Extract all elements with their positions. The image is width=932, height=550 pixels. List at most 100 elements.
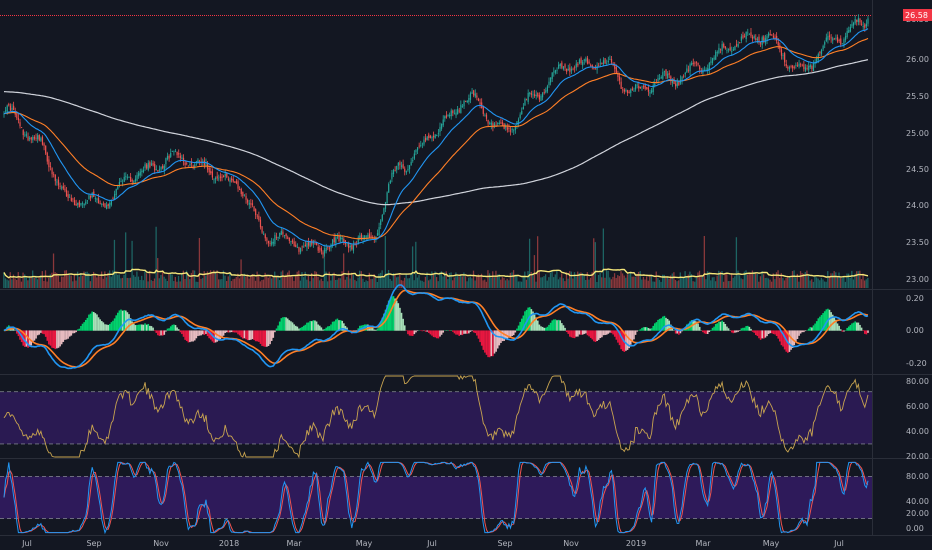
- candle-body: [508, 127, 510, 129]
- candle-body: [307, 241, 310, 246]
- candle-body: [314, 243, 316, 244]
- candle-body: [699, 66, 701, 70]
- candle-body: [322, 252, 324, 255]
- macd-histogram-bar: [269, 330, 271, 345]
- volume-bar: [742, 279, 744, 288]
- candle-body: [506, 127, 508, 130]
- candle-body: [346, 243, 348, 245]
- macd-histogram-bar: [153, 330, 156, 332]
- candle-body: [37, 135, 39, 140]
- candle-body: [668, 73, 670, 75]
- volume-bar: [118, 274, 120, 288]
- stochastic-panel[interactable]: [0, 461, 872, 535]
- x-axis-label: Sep: [497, 539, 512, 548]
- candle-body: [854, 19, 856, 24]
- volume-bar: [496, 274, 499, 288]
- macd-histogram-bar: [823, 311, 826, 331]
- candle-body: [80, 203, 82, 206]
- macd-histogram-bar: [145, 324, 148, 331]
- macd-histogram-bar: [743, 327, 746, 331]
- macd-histogram-bar: [852, 322, 855, 331]
- candle-body: [784, 53, 786, 63]
- candle-body: [73, 200, 76, 206]
- volume-bar: [405, 273, 407, 288]
- candle-body: [299, 247, 302, 253]
- volume-bar: [511, 272, 513, 288]
- macd-histogram-bar: [389, 298, 392, 331]
- macd-histogram-bar: [588, 330, 590, 337]
- volume-bar: [644, 279, 646, 288]
- volume-panel: [3, 226, 869, 288]
- macd-histogram-bar: [719, 321, 722, 331]
- volume-bar: [339, 278, 342, 288]
- macd-histogram-bar: [275, 328, 278, 331]
- macd-histogram-bar: [230, 330, 233, 333]
- candle-body: [162, 165, 164, 169]
- volume-bar: [732, 277, 734, 288]
- macd-histogram-bar: [519, 321, 521, 331]
- volume-bar: [783, 280, 786, 288]
- candle-body: [820, 49, 823, 55]
- volume-bar: [344, 279, 346, 288]
- volume-bar: [336, 279, 338, 288]
- candle-body: [808, 65, 810, 71]
- candle-body: [846, 31, 848, 37]
- volume-bar: [444, 272, 446, 288]
- volume-bar: [604, 277, 606, 288]
- candle-body: [352, 244, 355, 251]
- candle-body: [806, 68, 808, 70]
- candle-body: [655, 82, 658, 84]
- candle-body: [287, 237, 289, 239]
- candle-body: [117, 185, 119, 190]
- macd-histogram-bar: [72, 330, 74, 334]
- volume-bar: [437, 281, 439, 288]
- volume-bar: [525, 279, 528, 288]
- candle-body: [25, 134, 28, 136]
- macd-panel[interactable]: [3, 284, 869, 370]
- volume-bar: [844, 281, 847, 288]
- candle-body: [766, 36, 768, 41]
- candle-body: [6, 105, 8, 112]
- macd-histogram-bar: [182, 330, 185, 337]
- candle-body: [181, 157, 183, 159]
- candle-body: [588, 61, 590, 64]
- volume-bar: [269, 276, 271, 288]
- macd-histogram-bar: [59, 330, 61, 347]
- candle-body: [421, 143, 423, 145]
- macd-histogram-bar: [280, 318, 283, 331]
- candle-body: [551, 72, 553, 79]
- volume-bar: [594, 242, 596, 288]
- macd-histogram-bar: [621, 330, 624, 352]
- candle-body: [833, 38, 835, 40]
- macd-signal-line: [3, 289, 869, 368]
- macd-histogram-bar: [503, 330, 505, 341]
- volume-bar: [536, 236, 539, 288]
- macd-histogram-bar: [644, 327, 646, 331]
- macd-histogram-bar: [190, 330, 193, 342]
- macd-histogram-bar: [732, 330, 735, 334]
- candle-body: [756, 38, 758, 41]
- macd-histogram-bar: [200, 330, 202, 336]
- x-axis-label: 2019: [626, 539, 646, 548]
- price-panel[interactable]: [0, 14, 872, 259]
- macd-histogram-bar: [812, 325, 815, 331]
- candle-body: [405, 171, 407, 173]
- volume-bar: [838, 272, 840, 288]
- candle-body: [463, 101, 465, 107]
- candle-body: [383, 208, 385, 215]
- volume-bar: [463, 272, 465, 288]
- rsi-panel[interactable]: [0, 375, 872, 459]
- macd-histogram-bar: [615, 330, 618, 340]
- macd-histogram-bar: [139, 324, 142, 331]
- volume-bar: [863, 280, 866, 288]
- volume-bar: [294, 276, 297, 288]
- volume-bar: [658, 280, 661, 288]
- candle-body: [416, 147, 419, 151]
- macd-histogram-bar: [554, 319, 557, 331]
- candle-body: [360, 234, 363, 239]
- volume-bar: [439, 272, 441, 288]
- candle-body: [328, 247, 331, 249]
- volume-bar: [141, 275, 143, 288]
- candle-body: [35, 137, 37, 139]
